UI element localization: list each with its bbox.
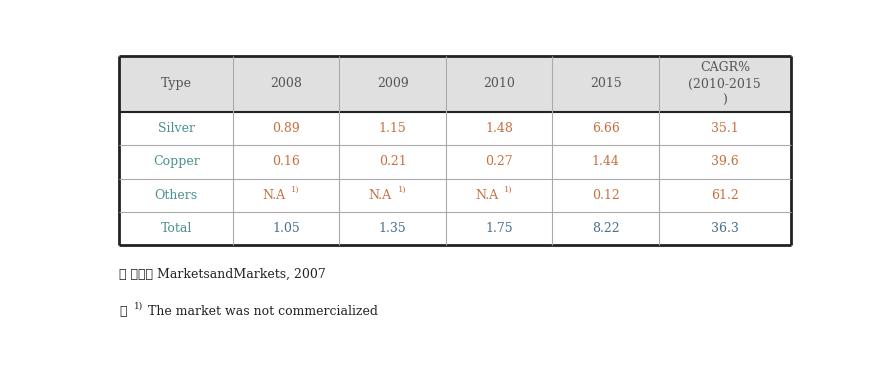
Bar bbox=[233, 212, 339, 245]
Text: 1.35: 1.35 bbox=[379, 222, 407, 235]
Text: 1): 1) bbox=[504, 186, 512, 194]
Bar bbox=[659, 212, 791, 245]
Bar bbox=[119, 112, 233, 145]
Bar bbox=[552, 179, 659, 212]
Bar bbox=[339, 56, 446, 112]
Bar bbox=[233, 56, 339, 112]
Bar bbox=[552, 112, 659, 145]
Bar bbox=[446, 56, 552, 112]
Text: 1.05: 1.05 bbox=[273, 222, 300, 235]
Text: 0.27: 0.27 bbox=[486, 155, 513, 169]
Text: 2010: 2010 bbox=[483, 77, 515, 90]
Text: ※: ※ bbox=[119, 305, 127, 318]
Text: Silver: Silver bbox=[158, 122, 194, 135]
Text: 0.16: 0.16 bbox=[273, 155, 300, 169]
Bar bbox=[339, 179, 446, 212]
Bar bbox=[446, 145, 552, 179]
Bar bbox=[659, 56, 791, 112]
Bar bbox=[119, 212, 233, 245]
Text: 1.48: 1.48 bbox=[485, 122, 513, 135]
Text: Total: Total bbox=[161, 222, 192, 235]
Text: 1.44: 1.44 bbox=[591, 155, 620, 169]
Text: CAGR%
(2010-2015
): CAGR% (2010-2015 ) bbox=[688, 61, 761, 106]
Bar bbox=[552, 145, 659, 179]
Text: 8.22: 8.22 bbox=[591, 222, 620, 235]
Bar bbox=[119, 56, 233, 112]
Bar bbox=[233, 179, 339, 212]
Bar bbox=[233, 112, 339, 145]
Text: ※ 출제： MarketsandMarkets, 2007: ※ 출제： MarketsandMarkets, 2007 bbox=[119, 267, 326, 280]
Bar bbox=[446, 179, 552, 212]
Bar bbox=[446, 212, 552, 245]
Bar bbox=[552, 56, 659, 112]
Text: 2009: 2009 bbox=[377, 77, 408, 90]
Text: 39.6: 39.6 bbox=[711, 155, 739, 169]
Text: Copper: Copper bbox=[153, 155, 200, 169]
Text: 1): 1) bbox=[134, 301, 144, 310]
Text: The market was not commercialized: The market was not commercialized bbox=[148, 305, 378, 318]
Text: 1): 1) bbox=[291, 186, 300, 194]
Text: N.A: N.A bbox=[369, 189, 392, 202]
Text: Type: Type bbox=[161, 77, 192, 90]
Text: 0.12: 0.12 bbox=[591, 189, 620, 202]
Bar bbox=[119, 179, 233, 212]
Text: 35.1: 35.1 bbox=[711, 122, 739, 135]
Text: 1): 1) bbox=[398, 186, 406, 194]
Bar bbox=[659, 179, 791, 212]
Text: 2008: 2008 bbox=[270, 77, 302, 90]
Text: 6.66: 6.66 bbox=[591, 122, 620, 135]
Bar bbox=[659, 145, 791, 179]
Text: 2015: 2015 bbox=[590, 77, 622, 90]
Text: 1.75: 1.75 bbox=[486, 222, 513, 235]
Text: 1.15: 1.15 bbox=[379, 122, 407, 135]
Text: 36.3: 36.3 bbox=[711, 222, 739, 235]
Text: N.A: N.A bbox=[475, 189, 498, 202]
Bar bbox=[339, 145, 446, 179]
Text: 61.2: 61.2 bbox=[711, 189, 739, 202]
Text: N.A: N.A bbox=[262, 189, 285, 202]
Text: 0.89: 0.89 bbox=[273, 122, 300, 135]
Bar bbox=[339, 212, 446, 245]
Text: 0.21: 0.21 bbox=[379, 155, 407, 169]
Bar bbox=[339, 112, 446, 145]
Bar bbox=[233, 145, 339, 179]
Text: Others: Others bbox=[155, 189, 198, 202]
Bar bbox=[552, 212, 659, 245]
Bar bbox=[119, 145, 233, 179]
Bar bbox=[446, 112, 552, 145]
Bar bbox=[659, 112, 791, 145]
